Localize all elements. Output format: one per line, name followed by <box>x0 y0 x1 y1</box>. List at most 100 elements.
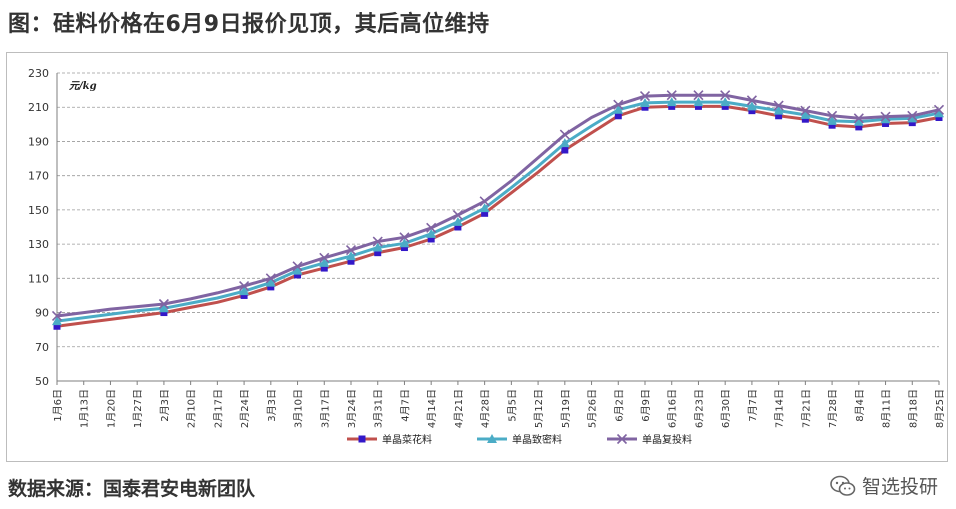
data-point <box>454 223 462 231</box>
data-point <box>561 146 569 154</box>
x-tick-label: 3月3日 <box>266 389 278 422</box>
data-point <box>52 316 62 326</box>
legend-item: 单晶致密料 <box>477 433 562 446</box>
data-point <box>641 103 649 111</box>
data-point <box>427 235 435 243</box>
x-tick-label: 4月21日 <box>453 389 465 428</box>
data-point <box>320 264 328 272</box>
data-point <box>399 238 410 248</box>
data-point <box>934 108 944 118</box>
line-chart: 50 70 90 110 130 150 170 190 210 230 元/kg 1月6日 1月13日… <box>28 67 946 446</box>
data-point <box>933 104 945 115</box>
data-source: 数据来源：国泰君安电新团队 <box>8 478 256 500</box>
series-2 <box>52 97 944 326</box>
x-tick-label: 6月9日 <box>640 389 652 422</box>
data-point <box>775 112 783 120</box>
data-point <box>399 232 410 243</box>
x-tick-label: 7月28日 <box>827 389 839 428</box>
data-point <box>720 97 731 107</box>
x-tick-label: 3月10日 <box>293 389 305 428</box>
y-tick-label: 50 <box>35 375 49 388</box>
data-point <box>265 273 276 284</box>
y-tick-label: 90 <box>35 307 49 320</box>
data-point <box>51 310 63 322</box>
legend-item: 单晶复投料 <box>607 433 692 446</box>
series-line <box>56 93 940 318</box>
data-point <box>426 222 437 233</box>
data-point <box>693 90 704 101</box>
legend-label: 单晶致密料 <box>512 433 562 446</box>
x-tick-label: 4月7日 <box>399 389 411 422</box>
data-point <box>239 280 250 292</box>
legend: 单晶菜花料 单晶致密料 单晶复投料 <box>347 433 692 446</box>
x-tick-label: 2月10日 <box>186 389 198 428</box>
data-point <box>907 113 918 123</box>
y-tick-label: 190 <box>28 135 49 148</box>
data-point <box>479 196 490 207</box>
data-point <box>158 298 169 310</box>
watermark-label: 智选投研 <box>861 476 938 498</box>
y-tick-label: 130 <box>28 238 49 251</box>
data-point <box>346 251 356 261</box>
data-point <box>721 102 729 110</box>
x-tick-label: 1月20日 <box>105 389 117 428</box>
data-point <box>479 203 490 213</box>
data-point <box>347 257 355 265</box>
y-tick-label: 110 <box>28 272 49 285</box>
y-tick-label: 150 <box>28 204 49 217</box>
data-point <box>907 110 918 121</box>
data-point <box>426 228 437 238</box>
series-line <box>56 100 940 323</box>
data-point <box>613 104 624 114</box>
data-point <box>800 105 811 116</box>
data-point <box>292 265 303 275</box>
x-tick-label: 6月23日 <box>693 389 705 428</box>
x-tick-label: 4月28日 <box>480 389 492 428</box>
data-point <box>559 129 570 140</box>
data-point <box>827 110 838 121</box>
x-tick-label: 3月17日 <box>319 389 331 428</box>
series-layer <box>51 90 945 330</box>
x-tick-label: 4月14日 <box>426 389 438 428</box>
data-point <box>160 309 168 317</box>
data-point <box>720 90 731 101</box>
data-point <box>746 101 757 111</box>
data-point <box>400 244 408 252</box>
x-tick-label: 7月21日 <box>800 389 812 428</box>
data-point <box>666 90 677 101</box>
data-point <box>773 100 784 111</box>
data-point <box>908 119 916 127</box>
legend-item: 单晶菜花料 <box>347 433 432 446</box>
data-point <box>345 245 357 256</box>
legend-label: 单晶菜花料 <box>382 433 432 446</box>
x-tick-label: 3月31日 <box>373 389 385 428</box>
x-tick-label: 3月24日 <box>346 389 358 428</box>
axis-layer: 50 70 90 110 130 150 170 190 210 230 元/kg 1月6日 1月13日… <box>28 67 946 428</box>
x-tick-label: 5月12日 <box>533 389 545 428</box>
data-point <box>559 138 570 148</box>
data-point <box>694 102 702 110</box>
x-tick-label: 6月16日 <box>667 389 679 428</box>
data-point <box>855 123 863 131</box>
series-3 <box>51 90 945 322</box>
data-point <box>746 95 757 106</box>
data-point <box>319 257 330 267</box>
legend-marker <box>358 435 366 443</box>
x-tick-label: 2月24日 <box>239 389 251 428</box>
legend-marker <box>487 434 497 443</box>
data-point <box>372 236 383 247</box>
data-point <box>880 111 891 122</box>
data-point <box>853 116 864 126</box>
data-point <box>240 291 248 299</box>
x-tick-label: 8月11日 <box>881 389 893 428</box>
x-tick-label: 2月3日 <box>159 389 171 422</box>
chart-headline: 图：硅料价格在6月9日报价见顶，其后高位维持 <box>8 12 490 37</box>
data-point <box>319 252 330 263</box>
x-tick-label: 1月6日 <box>52 389 64 422</box>
data-point <box>800 109 811 119</box>
x-tick-label: 7月7日 <box>747 389 759 422</box>
data-point <box>748 107 756 115</box>
data-point <box>935 113 943 121</box>
data-point <box>801 115 809 123</box>
data-point <box>374 249 382 257</box>
